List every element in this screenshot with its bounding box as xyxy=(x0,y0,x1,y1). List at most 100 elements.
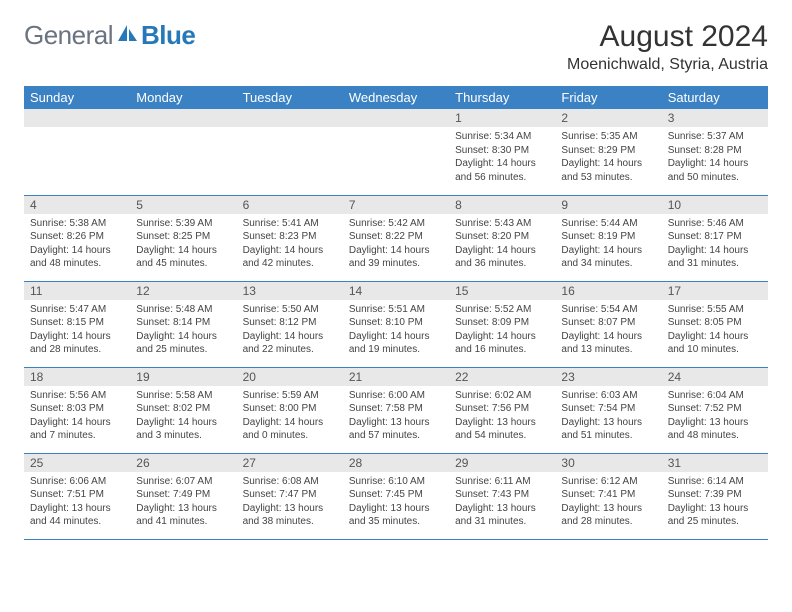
day-body: Sunrise: 6:06 AMSunset: 7:51 PMDaylight:… xyxy=(24,472,130,533)
day-number: 3 xyxy=(662,109,768,127)
calendar-day-cell: 9Sunrise: 5:44 AMSunset: 8:19 PMDaylight… xyxy=(555,195,661,281)
sunset-line: Sunset: 8:23 PM xyxy=(243,230,337,244)
calendar-day-cell: 4Sunrise: 5:38 AMSunset: 8:26 PMDaylight… xyxy=(24,195,130,281)
daylight-line: Daylight: 14 hours and 48 minutes. xyxy=(30,244,124,271)
day-number: 1 xyxy=(449,109,555,127)
sunrise-line: Sunrise: 5:58 AM xyxy=(136,389,230,403)
calendar-day-cell: 23Sunrise: 6:03 AMSunset: 7:54 PMDayligh… xyxy=(555,367,661,453)
day-body: Sunrise: 5:44 AMSunset: 8:19 PMDaylight:… xyxy=(555,214,661,275)
day-body: Sunrise: 5:58 AMSunset: 8:02 PMDaylight:… xyxy=(130,386,236,447)
sunrise-line: Sunrise: 6:04 AM xyxy=(668,389,762,403)
day-number: 7 xyxy=(343,196,449,214)
daylight-line: Daylight: 14 hours and 45 minutes. xyxy=(136,244,230,271)
sunrise-line: Sunrise: 5:59 AM xyxy=(243,389,337,403)
day-body: Sunrise: 5:50 AMSunset: 8:12 PMDaylight:… xyxy=(237,300,343,361)
sunrise-line: Sunrise: 5:39 AM xyxy=(136,217,230,231)
daylight-line: Daylight: 13 hours and 38 minutes. xyxy=(243,502,337,529)
sunset-line: Sunset: 8:28 PM xyxy=(668,144,762,158)
day-number: 4 xyxy=(24,196,130,214)
sunset-line: Sunset: 7:45 PM xyxy=(349,488,443,502)
daylight-line: Daylight: 14 hours and 10 minutes. xyxy=(668,330,762,357)
day-body xyxy=(130,127,236,134)
calendar-week-row: 25Sunrise: 6:06 AMSunset: 7:51 PMDayligh… xyxy=(24,453,768,539)
sunrise-line: Sunrise: 6:07 AM xyxy=(136,475,230,489)
day-number: 12 xyxy=(130,282,236,300)
sunrise-line: Sunrise: 6:06 AM xyxy=(30,475,124,489)
calendar-day-cell: 5Sunrise: 5:39 AMSunset: 8:25 PMDaylight… xyxy=(130,195,236,281)
calendar-day-cell: 26Sunrise: 6:07 AMSunset: 7:49 PMDayligh… xyxy=(130,453,236,539)
day-body xyxy=(237,127,343,134)
day-number: 16 xyxy=(555,282,661,300)
daylight-line: Daylight: 13 hours and 31 minutes. xyxy=(455,502,549,529)
sunset-line: Sunset: 8:19 PM xyxy=(561,230,655,244)
calendar-day-cell: 20Sunrise: 5:59 AMSunset: 8:00 PMDayligh… xyxy=(237,367,343,453)
calendar-empty-cell xyxy=(343,109,449,195)
day-body: Sunrise: 5:35 AMSunset: 8:29 PMDaylight:… xyxy=(555,127,661,188)
header: General Blue August 2024 Moenichwald, St… xyxy=(24,20,768,74)
daylight-line: Daylight: 13 hours and 57 minutes. xyxy=(349,416,443,443)
weekday-header: Wednesday xyxy=(343,86,449,109)
daylight-line: Daylight: 13 hours and 51 minutes. xyxy=(561,416,655,443)
sunset-line: Sunset: 8:17 PM xyxy=(668,230,762,244)
sunrise-line: Sunrise: 5:37 AM xyxy=(668,130,762,144)
sunset-line: Sunset: 8:12 PM xyxy=(243,316,337,330)
sunset-line: Sunset: 8:05 PM xyxy=(668,316,762,330)
sunrise-line: Sunrise: 5:52 AM xyxy=(455,303,549,317)
sunrise-line: Sunrise: 5:48 AM xyxy=(136,303,230,317)
day-number: 14 xyxy=(343,282,449,300)
calendar-day-cell: 8Sunrise: 5:43 AMSunset: 8:20 PMDaylight… xyxy=(449,195,555,281)
sunrise-line: Sunrise: 5:44 AM xyxy=(561,217,655,231)
day-body: Sunrise: 6:08 AMSunset: 7:47 PMDaylight:… xyxy=(237,472,343,533)
day-number xyxy=(237,109,343,127)
weekday-header: Friday xyxy=(555,86,661,109)
daylight-line: Daylight: 14 hours and 39 minutes. xyxy=(349,244,443,271)
day-number: 18 xyxy=(24,368,130,386)
day-body: Sunrise: 5:55 AMSunset: 8:05 PMDaylight:… xyxy=(662,300,768,361)
calendar-day-cell: 10Sunrise: 5:46 AMSunset: 8:17 PMDayligh… xyxy=(662,195,768,281)
day-body: Sunrise: 5:52 AMSunset: 8:09 PMDaylight:… xyxy=(449,300,555,361)
calendar-day-cell: 11Sunrise: 5:47 AMSunset: 8:15 PMDayligh… xyxy=(24,281,130,367)
sunrise-line: Sunrise: 5:46 AM xyxy=(668,217,762,231)
calendar-day-cell: 15Sunrise: 5:52 AMSunset: 8:09 PMDayligh… xyxy=(449,281,555,367)
daylight-line: Daylight: 14 hours and 16 minutes. xyxy=(455,330,549,357)
sunrise-line: Sunrise: 6:11 AM xyxy=(455,475,549,489)
location: Moenichwald, Styria, Austria xyxy=(567,56,768,74)
daylight-line: Daylight: 14 hours and 53 minutes. xyxy=(561,157,655,184)
sunset-line: Sunset: 7:54 PM xyxy=(561,402,655,416)
sunrise-line: Sunrise: 5:54 AM xyxy=(561,303,655,317)
sunset-line: Sunset: 8:00 PM xyxy=(243,402,337,416)
logo-sail-icon xyxy=(117,23,139,48)
daylight-line: Daylight: 14 hours and 50 minutes. xyxy=(668,157,762,184)
sunset-line: Sunset: 8:15 PM xyxy=(30,316,124,330)
calendar-head: SundayMondayTuesdayWednesdayThursdayFrid… xyxy=(24,86,768,109)
day-body: Sunrise: 5:56 AMSunset: 8:03 PMDaylight:… xyxy=(24,386,130,447)
daylight-line: Daylight: 14 hours and 31 minutes. xyxy=(668,244,762,271)
daylight-line: Daylight: 13 hours and 41 minutes. xyxy=(136,502,230,529)
day-number: 13 xyxy=(237,282,343,300)
day-number: 24 xyxy=(662,368,768,386)
calendar-day-cell: 19Sunrise: 5:58 AMSunset: 8:02 PMDayligh… xyxy=(130,367,236,453)
logo-text-gray: General xyxy=(24,20,113,51)
calendar-day-cell: 21Sunrise: 6:00 AMSunset: 7:58 PMDayligh… xyxy=(343,367,449,453)
daylight-line: Daylight: 13 hours and 25 minutes. xyxy=(668,502,762,529)
daylight-line: Daylight: 14 hours and 19 minutes. xyxy=(349,330,443,357)
sunrise-line: Sunrise: 5:42 AM xyxy=(349,217,443,231)
daylight-line: Daylight: 14 hours and 36 minutes. xyxy=(455,244,549,271)
sunrise-line: Sunrise: 6:10 AM xyxy=(349,475,443,489)
day-body: Sunrise: 6:03 AMSunset: 7:54 PMDaylight:… xyxy=(555,386,661,447)
calendar-day-cell: 13Sunrise: 5:50 AMSunset: 8:12 PMDayligh… xyxy=(237,281,343,367)
day-number: 22 xyxy=(449,368,555,386)
sunset-line: Sunset: 8:30 PM xyxy=(455,144,549,158)
daylight-line: Daylight: 13 hours and 35 minutes. xyxy=(349,502,443,529)
day-body: Sunrise: 5:59 AMSunset: 8:00 PMDaylight:… xyxy=(237,386,343,447)
day-number: 27 xyxy=(237,454,343,472)
day-number: 21 xyxy=(343,368,449,386)
calendar-day-cell: 18Sunrise: 5:56 AMSunset: 8:03 PMDayligh… xyxy=(24,367,130,453)
day-body: Sunrise: 6:04 AMSunset: 7:52 PMDaylight:… xyxy=(662,386,768,447)
day-number: 2 xyxy=(555,109,661,127)
day-body: Sunrise: 5:38 AMSunset: 8:26 PMDaylight:… xyxy=(24,214,130,275)
day-number: 11 xyxy=(24,282,130,300)
sunrise-line: Sunrise: 5:50 AM xyxy=(243,303,337,317)
day-body: Sunrise: 6:11 AMSunset: 7:43 PMDaylight:… xyxy=(449,472,555,533)
calendar-day-cell: 1Sunrise: 5:34 AMSunset: 8:30 PMDaylight… xyxy=(449,109,555,195)
